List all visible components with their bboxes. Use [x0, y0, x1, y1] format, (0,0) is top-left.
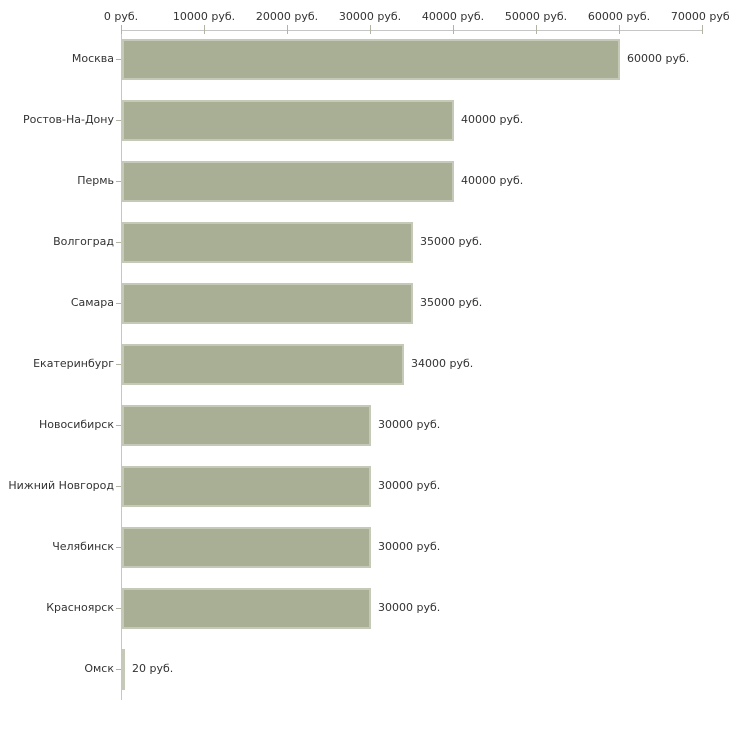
value-label: 30000 руб. — [378, 479, 441, 492]
category-tick-mark — [116, 547, 121, 548]
value-label: 30000 руб. — [378, 601, 441, 614]
value-label: 35000 руб. — [420, 235, 483, 248]
x-tick-label: 0 руб. — [103, 10, 139, 23]
value-label: 60000 руб. — [627, 52, 690, 65]
category-tick-mark — [116, 425, 121, 426]
x-axis-line — [121, 30, 703, 31]
bar — [122, 283, 413, 324]
x-tick-label: 40000 руб. — [421, 10, 485, 23]
category-label: Самара — [70, 296, 114, 309]
x-tick-mark — [370, 25, 371, 34]
value-label: 20 руб. — [132, 662, 174, 675]
category-label: Пермь — [77, 174, 114, 187]
bar — [122, 649, 125, 690]
x-tick-label: 30000 руб. — [338, 10, 402, 23]
category-label: Ростов-На-Дону — [22, 113, 114, 126]
value-label: 30000 руб. — [378, 418, 441, 431]
category-label: Волгоград — [53, 235, 114, 248]
x-tick-label: 60000 руб. — [587, 10, 651, 23]
category-tick-mark — [116, 242, 121, 243]
bar — [122, 344, 404, 385]
x-tick-label: 50000 руб. — [504, 10, 568, 23]
category-label: Красноярск — [46, 601, 114, 614]
x-tick-label: 70000 руб. — [670, 10, 730, 23]
bar — [122, 527, 371, 568]
value-label: 34000 руб. — [411, 357, 474, 370]
x-tick-mark — [536, 25, 537, 34]
category-tick-mark — [116, 486, 121, 487]
bar — [122, 588, 371, 629]
bar — [122, 222, 413, 263]
bar — [122, 100, 454, 141]
x-tick-label: 20000 руб. — [255, 10, 319, 23]
y-axis-line — [121, 30, 122, 700]
bar — [122, 405, 371, 446]
category-tick-mark — [116, 303, 121, 304]
category-tick-mark — [116, 669, 121, 670]
x-tick-label: 10000 руб. — [172, 10, 236, 23]
category-label: Челябинск — [52, 540, 114, 553]
x-tick-mark — [619, 25, 620, 34]
value-label: 30000 руб. — [378, 540, 441, 553]
category-tick-mark — [116, 608, 121, 609]
x-tick-mark — [453, 25, 454, 34]
category-label: Омск — [84, 662, 114, 675]
x-tick-mark — [204, 25, 205, 34]
value-label: 40000 руб. — [461, 113, 524, 126]
category-tick-mark — [116, 120, 121, 121]
category-label: Нижний Новгород — [8, 479, 114, 492]
x-tick-mark — [287, 25, 288, 34]
category-tick-mark — [116, 181, 121, 182]
value-label: 40000 руб. — [461, 174, 524, 187]
category-tick-mark — [116, 59, 121, 60]
x-tick-mark — [121, 25, 122, 34]
bar — [122, 161, 454, 202]
bar — [122, 466, 371, 507]
category-tick-mark — [116, 364, 121, 365]
category-label: Новосибирск — [38, 418, 114, 431]
category-label: Москва — [71, 52, 114, 65]
bar — [122, 39, 620, 80]
x-tick-mark — [702, 25, 703, 34]
category-label: Екатеринбург — [33, 357, 114, 370]
value-label: 35000 руб. — [420, 296, 483, 309]
